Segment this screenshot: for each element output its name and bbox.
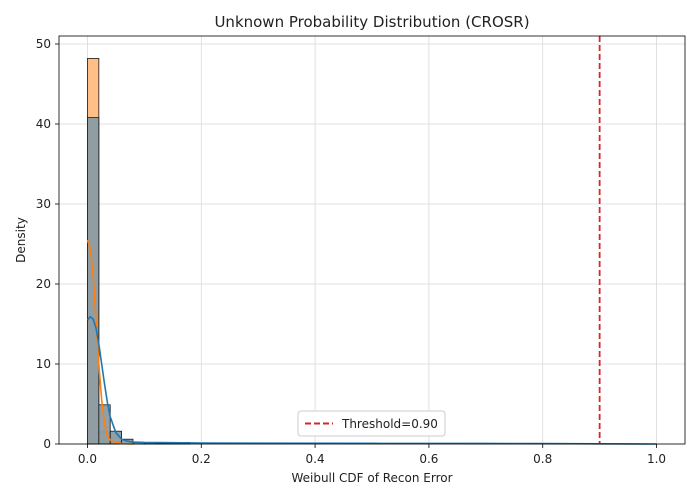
x-axis-label: Weibull CDF of Recon Error <box>291 471 452 485</box>
plot-area <box>59 36 685 444</box>
legend: Threshold=0.90 <box>297 410 446 437</box>
y-tick-label-5: 50 <box>36 37 51 51</box>
x-tick-label-1: 0.2 <box>192 452 211 466</box>
y-tick-label-2: 20 <box>36 277 51 291</box>
x-axis-ticks: 0.0 0.2 0.4 0.6 0.8 1.0 <box>78 444 666 466</box>
kde-curves <box>86 239 657 445</box>
blue-kde-line <box>86 315 657 445</box>
x-tick-label-4: 0.8 <box>533 452 552 466</box>
y-axis-ticks: 0 10 20 30 40 50 <box>36 37 59 451</box>
x-tick-label-2: 0.4 <box>306 452 325 466</box>
x-tick-label-5: 1.0 <box>647 452 666 466</box>
x-tick-label-0: 0.0 <box>78 452 97 466</box>
plot-frame <box>58 35 686 445</box>
y-tick-label-4: 40 <box>36 117 51 131</box>
legend-box <box>297 410 446 437</box>
y-tick-label-3: 30 <box>36 197 51 211</box>
orange-kde-line <box>86 239 134 445</box>
y-axis-label: Density <box>14 217 28 263</box>
grid-lines <box>59 36 685 445</box>
legend-threshold-label: Threshold=0.90 <box>341 417 438 431</box>
x-tick-label-3: 0.6 <box>419 452 438 466</box>
chart-title: Unknown Probability Distribution (CROSR) <box>214 13 529 31</box>
y-tick-label-1: 10 <box>36 357 51 371</box>
y-tick-label-0: 0 <box>43 437 51 451</box>
